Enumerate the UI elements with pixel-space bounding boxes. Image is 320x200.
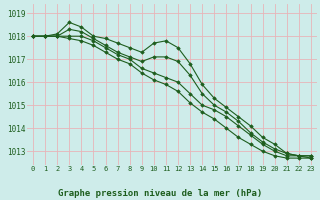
Text: Graphe pression niveau de la mer (hPa): Graphe pression niveau de la mer (hPa) <box>58 189 262 198</box>
